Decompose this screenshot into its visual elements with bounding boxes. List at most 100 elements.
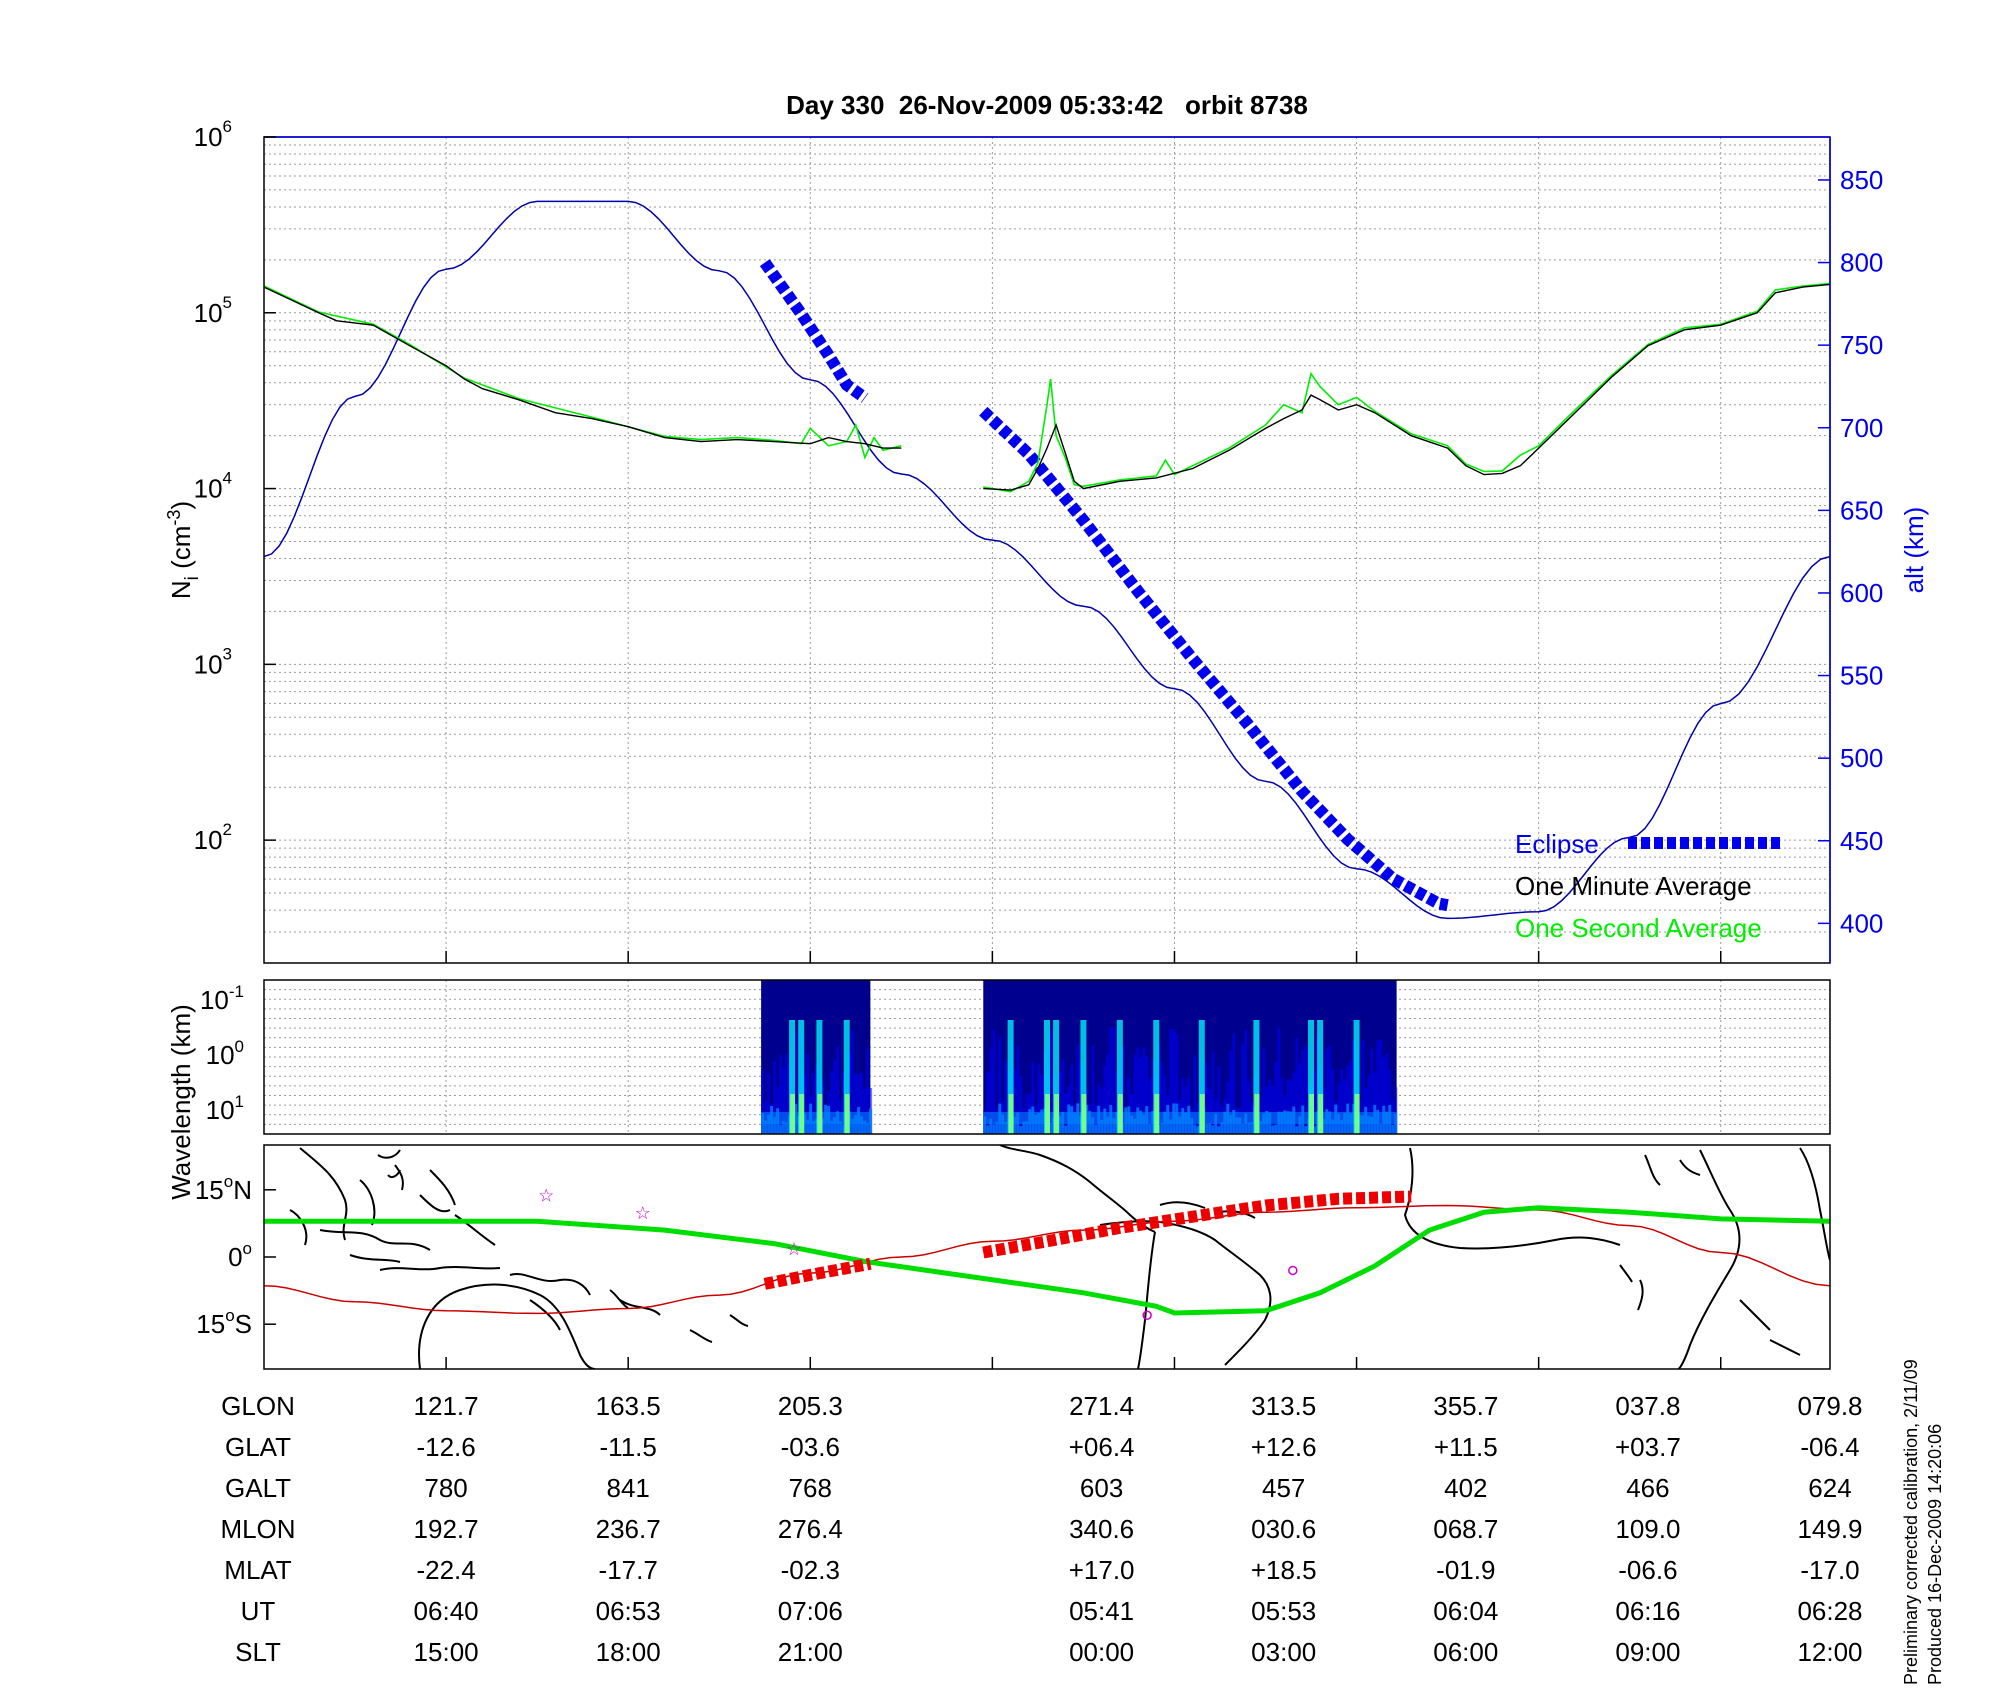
spectrogram-column [1349,1060,1353,1134]
spectrogram-peak [798,1020,805,1134]
spectrogram-column [989,1047,993,1134]
map-tick-label: 15oN [195,1172,252,1205]
orbit-track-line [264,1204,1830,1315]
table-cell: 06:16 [1615,1596,1680,1626]
spectrogram-column [767,1114,771,1134]
spectrogram-peak [1308,1020,1315,1134]
left-tick-label: 105 [194,293,232,328]
spectrogram-peak-core [1309,1094,1315,1134]
spectrogram-column [1328,1045,1332,1134]
table-cell: 05:41 [1069,1596,1134,1626]
spectrogram-peak-core [1318,1094,1324,1134]
spectrogram-peak-core [1199,1094,1205,1134]
spectrogram-column [1127,1077,1131,1134]
table-cell: -01.9 [1436,1555,1495,1585]
spectrogram-column [1106,1116,1110,1134]
table-cell: 624 [1808,1473,1851,1503]
one-minute-average-line [264,283,1830,491]
table-cell: 466 [1626,1473,1669,1503]
spectrogram-column [1016,1046,1020,1134]
table-cell: 402 [1444,1473,1487,1503]
spectrogram-column [1061,1059,1065,1134]
spectrogram-peak-core [1254,1094,1260,1134]
spectrogram-column [1064,1125,1068,1134]
spectrogram-peak [789,1020,796,1134]
spectrogram-tick-label: 100 [206,1037,244,1070]
spectrogram-column [1001,1114,1005,1134]
left-axis-ticks: 102 103 104 105 106 [194,117,276,855]
table-cell: 05:53 [1251,1596,1316,1626]
legend-minute-label: One Minute Average [1515,871,1752,901]
spectrogram-column [1142,1047,1146,1134]
spectrogram-column [1331,1068,1335,1134]
spectrogram-peak-core [799,1094,805,1134]
eclipse-segment [979,406,1449,912]
spectrogram-column [1370,1048,1374,1134]
spectrogram-peak [1116,1020,1123,1134]
spectrogram-column [1262,1047,1266,1134]
table-cell: 06:00 [1433,1637,1498,1667]
spectrogram-column [1274,1124,1278,1134]
spectrogram-column [1181,1078,1185,1134]
table-row-label: GLON [221,1391,295,1421]
right-tick-label: 650 [1840,495,1883,525]
table-cell: 07:06 [778,1596,843,1626]
spectrogram-column [1304,1126,1308,1134]
spectrogram-column [995,1122,999,1134]
spectrogram-column [1394,1087,1398,1134]
spectrogram-column [782,1120,786,1134]
spectrogram-column [1049,1030,1053,1134]
spectrogram-column [1100,1119,1104,1134]
spectrogram-peak [1253,1020,1260,1134]
one-second-segment [264,285,902,460]
world-coastlines [289,1145,1830,1369]
spectrogram-column [854,1073,858,1134]
spectrogram-column [1235,1117,1239,1134]
right-tick-label: 500 [1840,743,1883,773]
spectrogram-column [830,1071,834,1134]
spectrogram-column [839,1121,843,1134]
table-cell: 192.7 [414,1514,479,1544]
spectrogram-column [1277,1027,1281,1134]
spectrogram-column [1145,1055,1149,1134]
spectrogram-column [1313,1126,1317,1134]
spectrogram-column [1250,1122,1254,1134]
right-tick-label: 550 [1840,661,1883,691]
table-cell: 00:00 [1069,1637,1134,1667]
spectrogram-column [1289,1079,1293,1134]
spectrogram-column [1376,1040,1380,1134]
left-tick-label: 103 [194,644,232,679]
right-axis-ticks: 400 450 500 550 600 650 700 750 800 850 [1818,165,1883,938]
spectrogram-column [1325,1048,1329,1134]
spectrogram-column [812,1120,816,1134]
table-cell: 06:28 [1797,1596,1862,1626]
spectrogram-column [1370,1116,1374,1134]
spectrogram-column [1163,1074,1167,1134]
spectrogram-column [1208,1089,1212,1134]
spectrogram-peak-core [790,1094,796,1134]
table-cell: 109.0 [1615,1514,1680,1544]
spectrogram-column [986,1072,990,1134]
table-cell: +12.6 [1251,1432,1317,1462]
spectrogram-column [983,1116,987,1134]
footer-note: Preliminary corrected calibration, 2/11/… [1901,1359,1945,1685]
spectrogram-column [1295,1038,1299,1134]
table-cell: 079.8 [1797,1391,1862,1421]
footer-line-1: Preliminary corrected calibration, 2/11/… [1901,1359,1921,1685]
right-tick-label: 850 [1840,165,1883,195]
spectrogram-column [1265,1086,1269,1134]
table-row-label: SLT [235,1637,281,1667]
table-cell: +18.5 [1251,1555,1317,1585]
spectrogram-column [860,1072,864,1134]
table-cell: +11.5 [1434,1432,1498,1462]
table-cell: 03:00 [1251,1637,1316,1667]
spectrogram-peak-core [1354,1094,1360,1134]
spectrogram-column [992,1029,996,1134]
spectrogram-column [1358,1114,1362,1134]
table-cell: 09:00 [1615,1637,1680,1667]
spectrogram-peak [1198,1020,1205,1134]
ephemeris-table: GLON 121.7 163.5 205.3 271.4 313.5 355.7 037.8 0… [220,1391,1862,1667]
spectrogram-column [761,1069,765,1134]
spectrogram-column [1196,1126,1200,1134]
